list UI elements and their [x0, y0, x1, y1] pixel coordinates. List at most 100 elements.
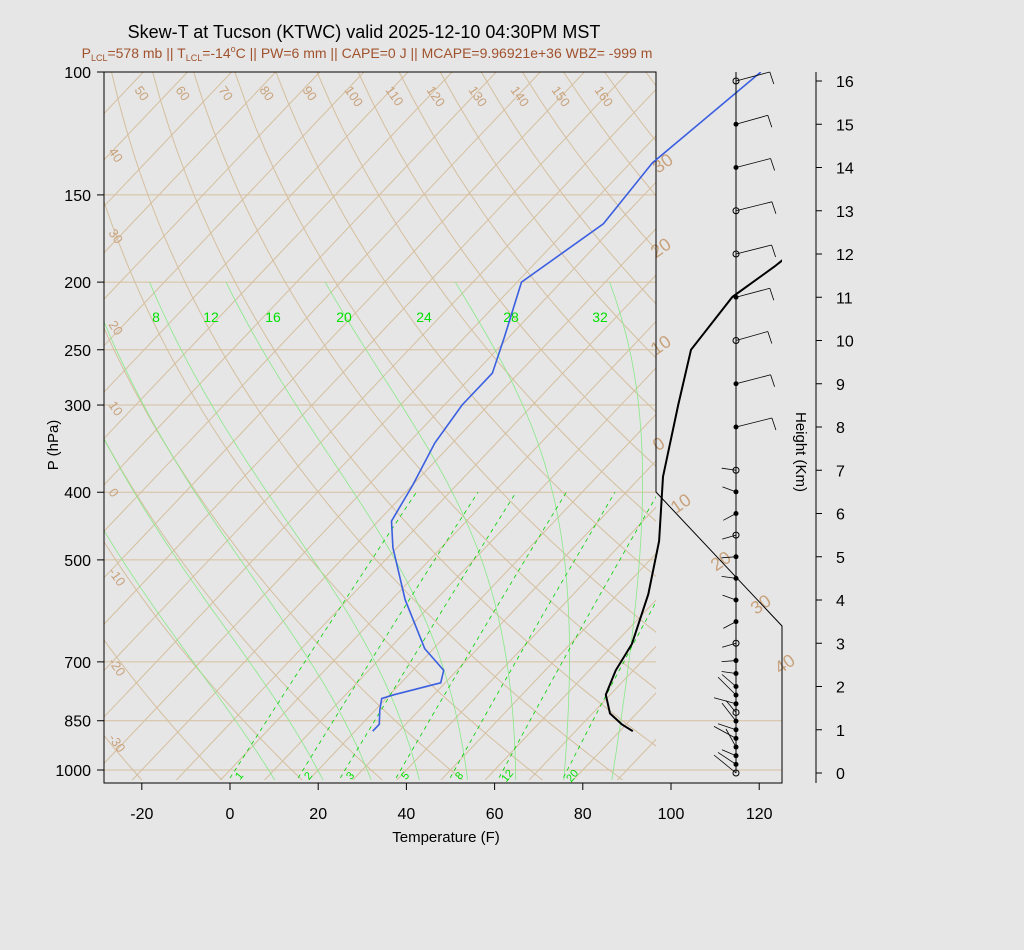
dry-adiabat-line: [398, 72, 656, 413]
isotherm-line: [1010, 72, 1024, 785]
wind-barb: [721, 660, 737, 662]
wind-marker: [732, 337, 740, 344]
wind-barb: [735, 114, 768, 125]
height-tick-label: 9: [836, 377, 845, 394]
isotherm-label: 60: [173, 83, 194, 103]
dry-adiabat-line: [480, 72, 656, 305]
height-tick-label: 12: [836, 247, 854, 264]
isotherm-line: [104, 72, 629, 625]
wind-barb: [735, 244, 772, 255]
y-tick-label: 250: [64, 343, 91, 360]
wind-barb: [721, 467, 737, 471]
subtitle-t-lcl-value: =-14: [202, 45, 231, 61]
isotherm-line: [131, 228, 656, 780]
height-tick-label: 10: [836, 334, 854, 351]
dry-adiabat-line: [104, 437, 383, 780]
dry-adiabat-line: [104, 734, 143, 780]
theta-e-label: 20: [647, 234, 675, 262]
subtitle-p-lcl-sub: LCL: [91, 53, 108, 63]
theta-e-label: 40: [771, 650, 799, 678]
isotherm-line: [104, 72, 585, 579]
height-tick-label: 15: [836, 117, 854, 134]
isotherm-line: [745, 72, 1024, 785]
theta-e-label: 0: [649, 433, 669, 455]
wind-marker: [732, 250, 740, 258]
wind-barb: [721, 576, 737, 579]
mixing-ratio-line: [394, 491, 567, 780]
wind-barb: [721, 556, 737, 559]
moist-adiabat-label: 20: [336, 309, 352, 325]
isotherm-line: [104, 72, 188, 161]
isotherm-line: [789, 72, 1024, 785]
mixing-ratio-label: 3: [344, 770, 357, 782]
dry-adiabat-line: [604, 72, 656, 142]
wind-barb: [735, 71, 770, 82]
wind-barb: [723, 513, 737, 521]
isotherm-line: [104, 72, 321, 300]
isotherm-line: [263, 367, 656, 780]
isotherm-line: [104, 135, 656, 718]
isotherm-line: [484, 599, 656, 780]
theta-label: -10: [106, 565, 129, 589]
y-tick-label: 300: [64, 398, 91, 415]
dry-adiabat-line: [234, 72, 656, 633]
theta-label: 30: [106, 226, 127, 246]
y-axis: 100 150 200 250 300 400 500 700 850 1000: [55, 65, 104, 780]
height-tick-label: 14: [836, 161, 854, 178]
mixing-ratio-line: [497, 496, 656, 780]
wind-barb: [721, 671, 737, 674]
mixing-ratio-label: 1: [233, 770, 246, 782]
wind-barb: [722, 534, 737, 540]
isotherm-label: 140: [508, 83, 533, 109]
isotherm-line: [104, 72, 497, 486]
dry-adiabat-line: [193, 72, 656, 690]
isotherm-line: [352, 460, 656, 780]
moist-adiabat-line: [324, 281, 517, 780]
wind-barb: [735, 287, 770, 298]
mixing-ratio-line: [338, 491, 517, 780]
x-tick-label: 40: [398, 806, 416, 823]
theta-label: -20: [106, 655, 129, 679]
mixing-ratio-line: [561, 600, 656, 780]
wind-barb: [735, 201, 772, 212]
wind-barb-flag: [771, 244, 776, 258]
moist-adiabat-label: 8: [152, 309, 160, 325]
moist-adiabat-label: 12: [203, 309, 219, 325]
wind-barb: [721, 674, 737, 687]
x-axis: -20 0 20 40 60 80 100 120: [130, 783, 773, 823]
moist-adiabat-line: [609, 281, 643, 780]
x-tick-label: 120: [746, 806, 773, 823]
theta-label: -30: [106, 731, 129, 755]
isotherm-line: [219, 320, 656, 780]
wind-marker: [732, 708, 740, 716]
height-tick-label: 6: [836, 507, 845, 524]
isotherm-line: [104, 72, 365, 347]
isotherm-label: 80: [257, 83, 278, 103]
wind-barb-flag: [769, 71, 775, 85]
isotherm-line: [104, 72, 541, 532]
x-tick-label: 20: [309, 806, 327, 823]
wind-barb: [722, 594, 737, 601]
x-tick-label: 60: [486, 806, 504, 823]
wind-barb: [713, 754, 737, 774]
height-tick-label: 7: [836, 463, 845, 480]
dry-adiabat-line: [521, 72, 656, 251]
isotherm-line: [104, 72, 144, 115]
height-tick-label: 11: [836, 290, 853, 307]
y-tick-label: 150: [64, 188, 91, 205]
isotherm-label: 110: [383, 83, 407, 109]
isotherm-line: [308, 413, 656, 780]
height-tick-label: 5: [836, 550, 845, 567]
chart-subtitle: PLCL=578 mb || TLCL=-14oC || PW=6 mm || …: [82, 44, 653, 63]
wind-barb: [735, 158, 771, 168]
isotherm-label: 70: [216, 83, 237, 103]
moist-adiabat-label: 32: [592, 309, 608, 325]
height-tick-label: 4: [836, 593, 845, 610]
height-tick-label: 1: [836, 723, 845, 740]
wind-barb: [717, 676, 737, 696]
wind-barb-flag: [770, 158, 775, 171]
wind-marker: [732, 207, 740, 215]
y-tick-label: 500: [64, 553, 91, 570]
isotherm-line: [104, 72, 453, 440]
